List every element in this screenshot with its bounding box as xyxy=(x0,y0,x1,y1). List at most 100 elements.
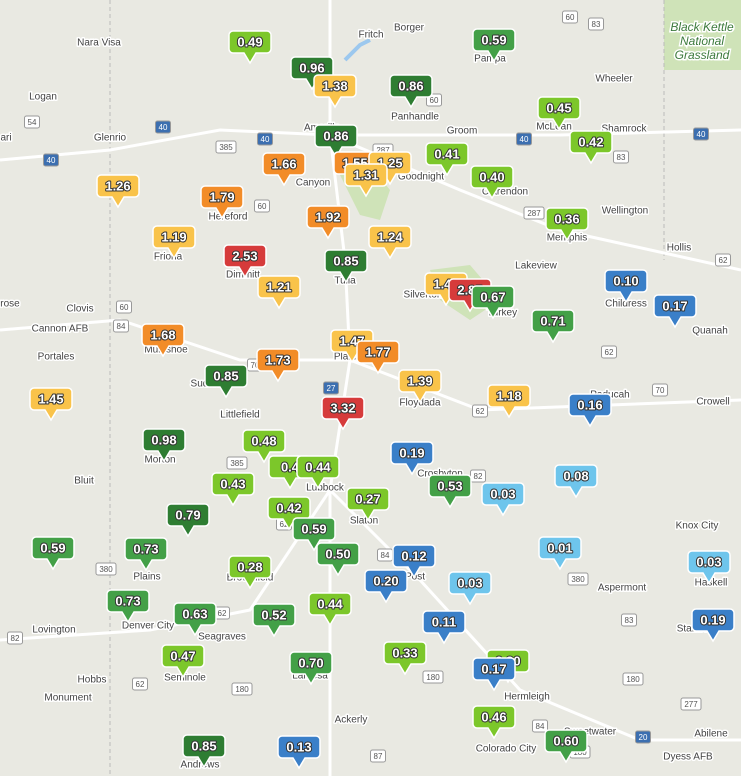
rain-marker[interactable]: 0.67 xyxy=(471,285,515,320)
place-label: Floydada xyxy=(399,398,441,409)
rain-marker[interactable]: 0.63 xyxy=(173,602,217,637)
shield-label: 180 xyxy=(626,675,640,684)
highway-shield: 40 xyxy=(43,153,59,167)
rain-marker[interactable]: 0.52 xyxy=(252,603,296,638)
rain-marker[interactable]: 0.28 xyxy=(228,555,272,590)
rain-marker[interactable]: 0.08 xyxy=(554,464,598,499)
marker-bubble xyxy=(604,269,648,304)
rain-marker[interactable]: 1.26 xyxy=(96,174,140,209)
rain-marker[interactable]: 0.27 xyxy=(346,487,390,522)
marker-bubble xyxy=(545,207,589,242)
place-label: Lakeview xyxy=(515,261,557,272)
rain-marker[interactable]: 0.19 xyxy=(390,441,434,476)
rain-marker[interactable]: 0.41 xyxy=(425,142,469,177)
rain-marker[interactable]: 0.43 xyxy=(211,472,255,507)
rain-marker[interactable]: 0.19 xyxy=(691,608,735,643)
place-label: Aspermont xyxy=(598,583,647,594)
rain-marker[interactable]: 0.73 xyxy=(124,537,168,572)
rain-marker[interactable]: 1.66 xyxy=(262,152,306,187)
rain-marker[interactable]: 0.46 xyxy=(472,705,516,740)
rain-marker[interactable]: 0.16 xyxy=(568,393,612,428)
rain-marker[interactable]: 1.24 xyxy=(368,225,412,260)
marker-bubble xyxy=(204,364,248,399)
rain-marker[interactable]: 1.19 xyxy=(152,225,196,260)
rain-marker[interactable]: 3.32 xyxy=(321,396,365,431)
rain-marker[interactable]: 0.03 xyxy=(481,482,525,517)
marker-label: 0.10 xyxy=(613,273,638,288)
marker-label: 0.12 xyxy=(401,548,426,563)
rain-marker[interactable]: 0.71 xyxy=(531,309,575,344)
rain-marker[interactable]: 0.59 xyxy=(292,517,336,552)
rain-marker[interactable]: 0.33 xyxy=(383,641,427,676)
rain-marker[interactable]: 1.79 xyxy=(200,185,244,220)
rain-marker[interactable]: 0.98 xyxy=(142,428,186,463)
rain-marker[interactable]: 1.38 xyxy=(313,74,357,109)
rain-marker[interactable]: 0.03 xyxy=(687,550,731,585)
rain-marker[interactable]: 0.44 xyxy=(308,592,352,627)
rain-marker[interactable]: 0.01 xyxy=(538,536,582,571)
place-label: Cannon AFB xyxy=(32,324,89,335)
rain-marker[interactable]: 0.45 xyxy=(537,96,581,131)
rain-marker[interactable]: 0.85 xyxy=(324,249,368,284)
rain-marker[interactable]: 0.59 xyxy=(472,28,516,63)
marker-label: 1.66 xyxy=(271,156,296,171)
shield-box xyxy=(370,749,386,763)
highway-shield: 20 xyxy=(635,730,651,744)
shield-box xyxy=(588,17,604,31)
rain-marker[interactable]: 0.47 xyxy=(161,644,205,679)
shield-label: 62 xyxy=(280,520,289,529)
rain-marker[interactable]: 0.17 xyxy=(653,294,697,329)
rain-marker[interactable]: 0.17 xyxy=(472,657,516,692)
rain-marker[interactable]: 0.70 xyxy=(289,651,333,686)
rain-marker[interactable]: 1.18 xyxy=(487,384,531,419)
markers: 0.490.961.38 0.860.590.450.420.861.66 1.55… xyxy=(29,28,735,770)
rain-marker[interactable]: 1.68 xyxy=(141,323,185,358)
rain-marker[interactable]: 0.42 xyxy=(569,130,613,165)
rain-marker[interactable]: 0.03 xyxy=(448,571,492,606)
rain-marker[interactable]: 0.53 xyxy=(428,474,472,509)
marker-label: 1.79 xyxy=(209,189,234,204)
rain-marker[interactable]: 1.73 xyxy=(256,348,300,383)
rain-marker[interactable]: 0.73 xyxy=(106,589,150,624)
marker-bubble xyxy=(448,571,492,606)
rain-marker[interactable]: 0.10 xyxy=(604,269,648,304)
marker-label: 0.46 xyxy=(481,709,506,724)
rain-marker[interactable]: 0.42 xyxy=(267,496,311,531)
rain-marker[interactable]: 0.86 xyxy=(389,74,433,109)
rain-marker[interactable]: 0.85 xyxy=(182,734,226,769)
rain-marker[interactable]: 1.39 xyxy=(398,369,442,404)
highway-shield: 82 xyxy=(7,631,23,645)
marker-bubble xyxy=(346,487,390,522)
rain-marker[interactable]: 0.13 xyxy=(277,735,321,770)
place-label: Seminole xyxy=(164,673,206,684)
rain-marker[interactable]: 0.40 xyxy=(470,165,514,200)
place-label: Post xyxy=(405,572,425,583)
rain-marker[interactable]: 0.60 xyxy=(544,729,588,764)
place-label: Seagraves xyxy=(198,632,246,643)
rain-marker[interactable]: 0.44 xyxy=(296,455,340,490)
rain-marker[interactable]: 1.92 xyxy=(306,205,350,240)
rain-marker[interactable]: 0.85 xyxy=(204,364,248,399)
rain-marker[interactable]: 0.11 xyxy=(422,610,466,645)
marker-label: 0.08 xyxy=(563,468,588,483)
rain-marker[interactable]: 0.48 xyxy=(242,429,286,464)
rain-marker[interactable]: 0.86 xyxy=(314,124,358,159)
rain-marker[interactable]: 1.21 xyxy=(257,275,301,310)
rain-marker[interactable]: 1.45 xyxy=(29,387,73,422)
rain-marker[interactable]: 1.77 xyxy=(356,340,400,375)
rain-marker[interactable]: 0.36 xyxy=(545,207,589,242)
marker-label: 0.36 xyxy=(554,211,579,226)
marker-label: 1.21 xyxy=(266,279,291,294)
rain-marker[interactable]: 0.49 xyxy=(228,30,272,65)
rain-marker[interactable]: 0.79 xyxy=(166,503,210,538)
marker-label: 0.73 xyxy=(133,541,158,556)
rain-marker[interactable]: 0.50 xyxy=(316,542,360,577)
rain-marker[interactable]: 0.20 xyxy=(364,569,408,604)
rain-marker[interactable]: 0.12 xyxy=(392,544,436,579)
marker-label: 3.32 xyxy=(330,400,355,415)
rain-marker[interactable]: 1.31 xyxy=(344,163,388,198)
rain-marker[interactable]: 0.59 xyxy=(31,536,75,571)
rain-marker[interactable]: 2.53 xyxy=(223,244,267,279)
